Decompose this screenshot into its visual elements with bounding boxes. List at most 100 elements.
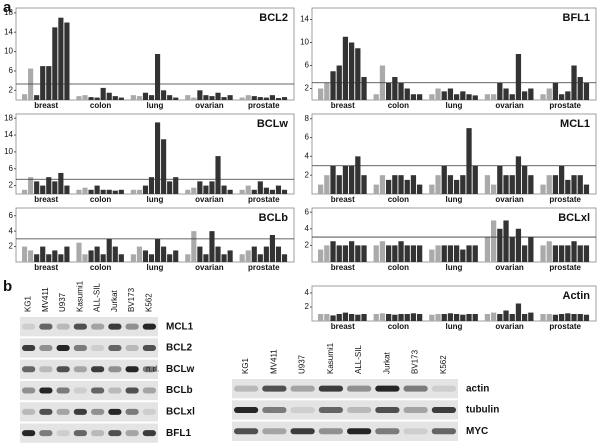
band (91, 430, 105, 437)
y-tick-label: 2 (9, 85, 14, 94)
bar (52, 181, 58, 194)
bar (257, 97, 263, 100)
group-label: colon (388, 195, 409, 204)
bar (342, 245, 349, 262)
protein-label: MYC (466, 426, 488, 437)
bar (167, 254, 173, 262)
bar (373, 245, 379, 262)
y-tick-label: 6 (9, 211, 14, 220)
lane-label: MV411 (41, 287, 50, 312)
y-tick-label: 2 (305, 240, 310, 249)
blot-note: n.d. (146, 364, 159, 373)
group-label: lung (446, 263, 463, 272)
chart-title: BFL1 (563, 12, 591, 24)
band (73, 366, 87, 373)
group-label: ovarian (195, 195, 224, 204)
y-tick-label: 6 (305, 207, 310, 216)
bar (239, 254, 245, 262)
bar (100, 87, 106, 100)
bar (330, 241, 336, 262)
bar (94, 185, 100, 194)
band (290, 385, 315, 392)
band (56, 408, 70, 415)
y-tick-label: 6 (305, 133, 310, 142)
band (22, 344, 36, 351)
bar (522, 165, 528, 194)
bar (185, 189, 191, 194)
bar (361, 245, 367, 262)
group-label: colon (388, 101, 409, 110)
bar (34, 95, 40, 100)
band (347, 385, 372, 392)
bar (435, 175, 441, 194)
bar (155, 122, 161, 194)
bar (559, 94, 565, 100)
y-tick-label: 18 (4, 8, 13, 17)
bar (552, 175, 559, 194)
bar (528, 312, 534, 321)
bar (142, 250, 149, 262)
bar (460, 314, 466, 321)
bar (379, 175, 386, 194)
bar (361, 77, 367, 100)
bar (515, 156, 522, 194)
chart-title: Actin (563, 290, 591, 302)
y-tick-label: 10 (4, 47, 13, 56)
bar (472, 165, 478, 194)
bar (336, 245, 342, 262)
bar (503, 310, 509, 321)
bar (251, 189, 257, 194)
bar (472, 314, 478, 321)
band (142, 408, 156, 415)
bar (106, 189, 112, 194)
bar (215, 246, 221, 262)
bar (503, 175, 509, 194)
bar (245, 95, 251, 100)
band (108, 323, 122, 330)
band (318, 428, 343, 435)
bar (221, 254, 227, 262)
bar (40, 185, 46, 194)
bar (355, 48, 361, 100)
bar (112, 96, 118, 100)
y-tick-label: 4 (305, 224, 310, 233)
bar (361, 314, 367, 321)
bar (460, 175, 466, 194)
y-tick-label: 6 (305, 61, 310, 70)
bar (392, 245, 398, 262)
bar (76, 189, 82, 194)
bar (447, 175, 454, 194)
bar (583, 82, 590, 100)
band (22, 408, 36, 415)
bar (522, 314, 528, 321)
bar (522, 245, 528, 262)
bar (161, 90, 167, 100)
blot-strip (232, 421, 458, 441)
y-tick-label: 10 (4, 147, 13, 156)
bar (497, 314, 503, 321)
bar (100, 189, 106, 194)
bar (491, 94, 497, 100)
bar (28, 177, 34, 194)
bar (577, 245, 583, 262)
bar (275, 246, 282, 262)
bar (565, 245, 571, 262)
band (290, 428, 315, 435)
bar (136, 189, 142, 194)
band (108, 408, 122, 415)
bar (349, 241, 355, 262)
bar (447, 313, 454, 321)
band (73, 430, 87, 437)
bar (269, 235, 275, 262)
bar (386, 314, 392, 321)
bar (491, 312, 497, 321)
group-label: prostate (248, 263, 280, 272)
bar (336, 175, 342, 194)
bar (429, 249, 435, 262)
bar (509, 94, 515, 100)
bar (546, 88, 552, 100)
bar (546, 241, 552, 262)
group-label: ovarian (495, 263, 524, 272)
bar (404, 245, 410, 262)
bar (203, 254, 209, 262)
